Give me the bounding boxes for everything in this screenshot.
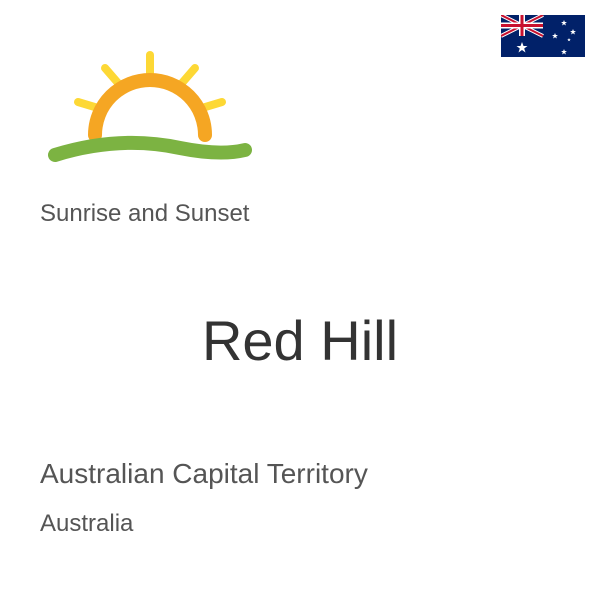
sunrise-logo-icon — [40, 40, 560, 185]
country-text: Australia — [40, 510, 560, 538]
place-name-heading: Red Hill — [40, 308, 560, 373]
region-text: Australian Capital Territory — [40, 458, 560, 490]
tagline-text: Sunrise and Sunset — [40, 200, 560, 228]
australia-flag-icon — [501, 15, 585, 57]
